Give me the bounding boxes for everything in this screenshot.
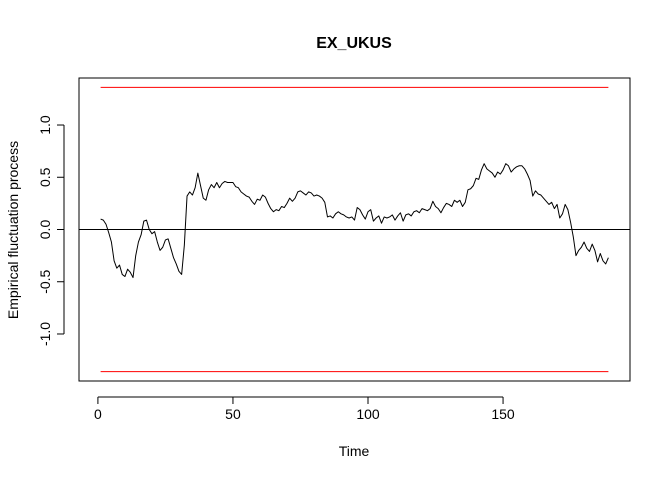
x-axis-label: Time [339, 443, 370, 459]
x-tick-label: 0 [94, 406, 102, 422]
x-tick-label: 50 [225, 406, 241, 422]
y-tick-label: -0.5 [37, 269, 53, 293]
x-axis: 0 50 100 150 [94, 396, 515, 422]
y-tick-label: 0.5 [37, 167, 53, 187]
y-tick-label: 0.0 [37, 220, 53, 240]
y-tick-label: 1.0 [37, 115, 53, 135]
chart-title: EX_UKUS [316, 35, 392, 52]
y-axis: -1.0 -0.5 0.0 0.5 1.0 [37, 115, 65, 346]
series-line-0 [100, 163, 609, 279]
series-group [100, 163, 609, 279]
x-tick-label: 100 [356, 406, 380, 422]
boundary-lines [100, 86, 609, 373]
y-tick-label: -1.0 [37, 322, 53, 346]
x-tick-label: 150 [491, 406, 515, 422]
y-axis-label: Empirical fluctuation process [5, 141, 21, 319]
